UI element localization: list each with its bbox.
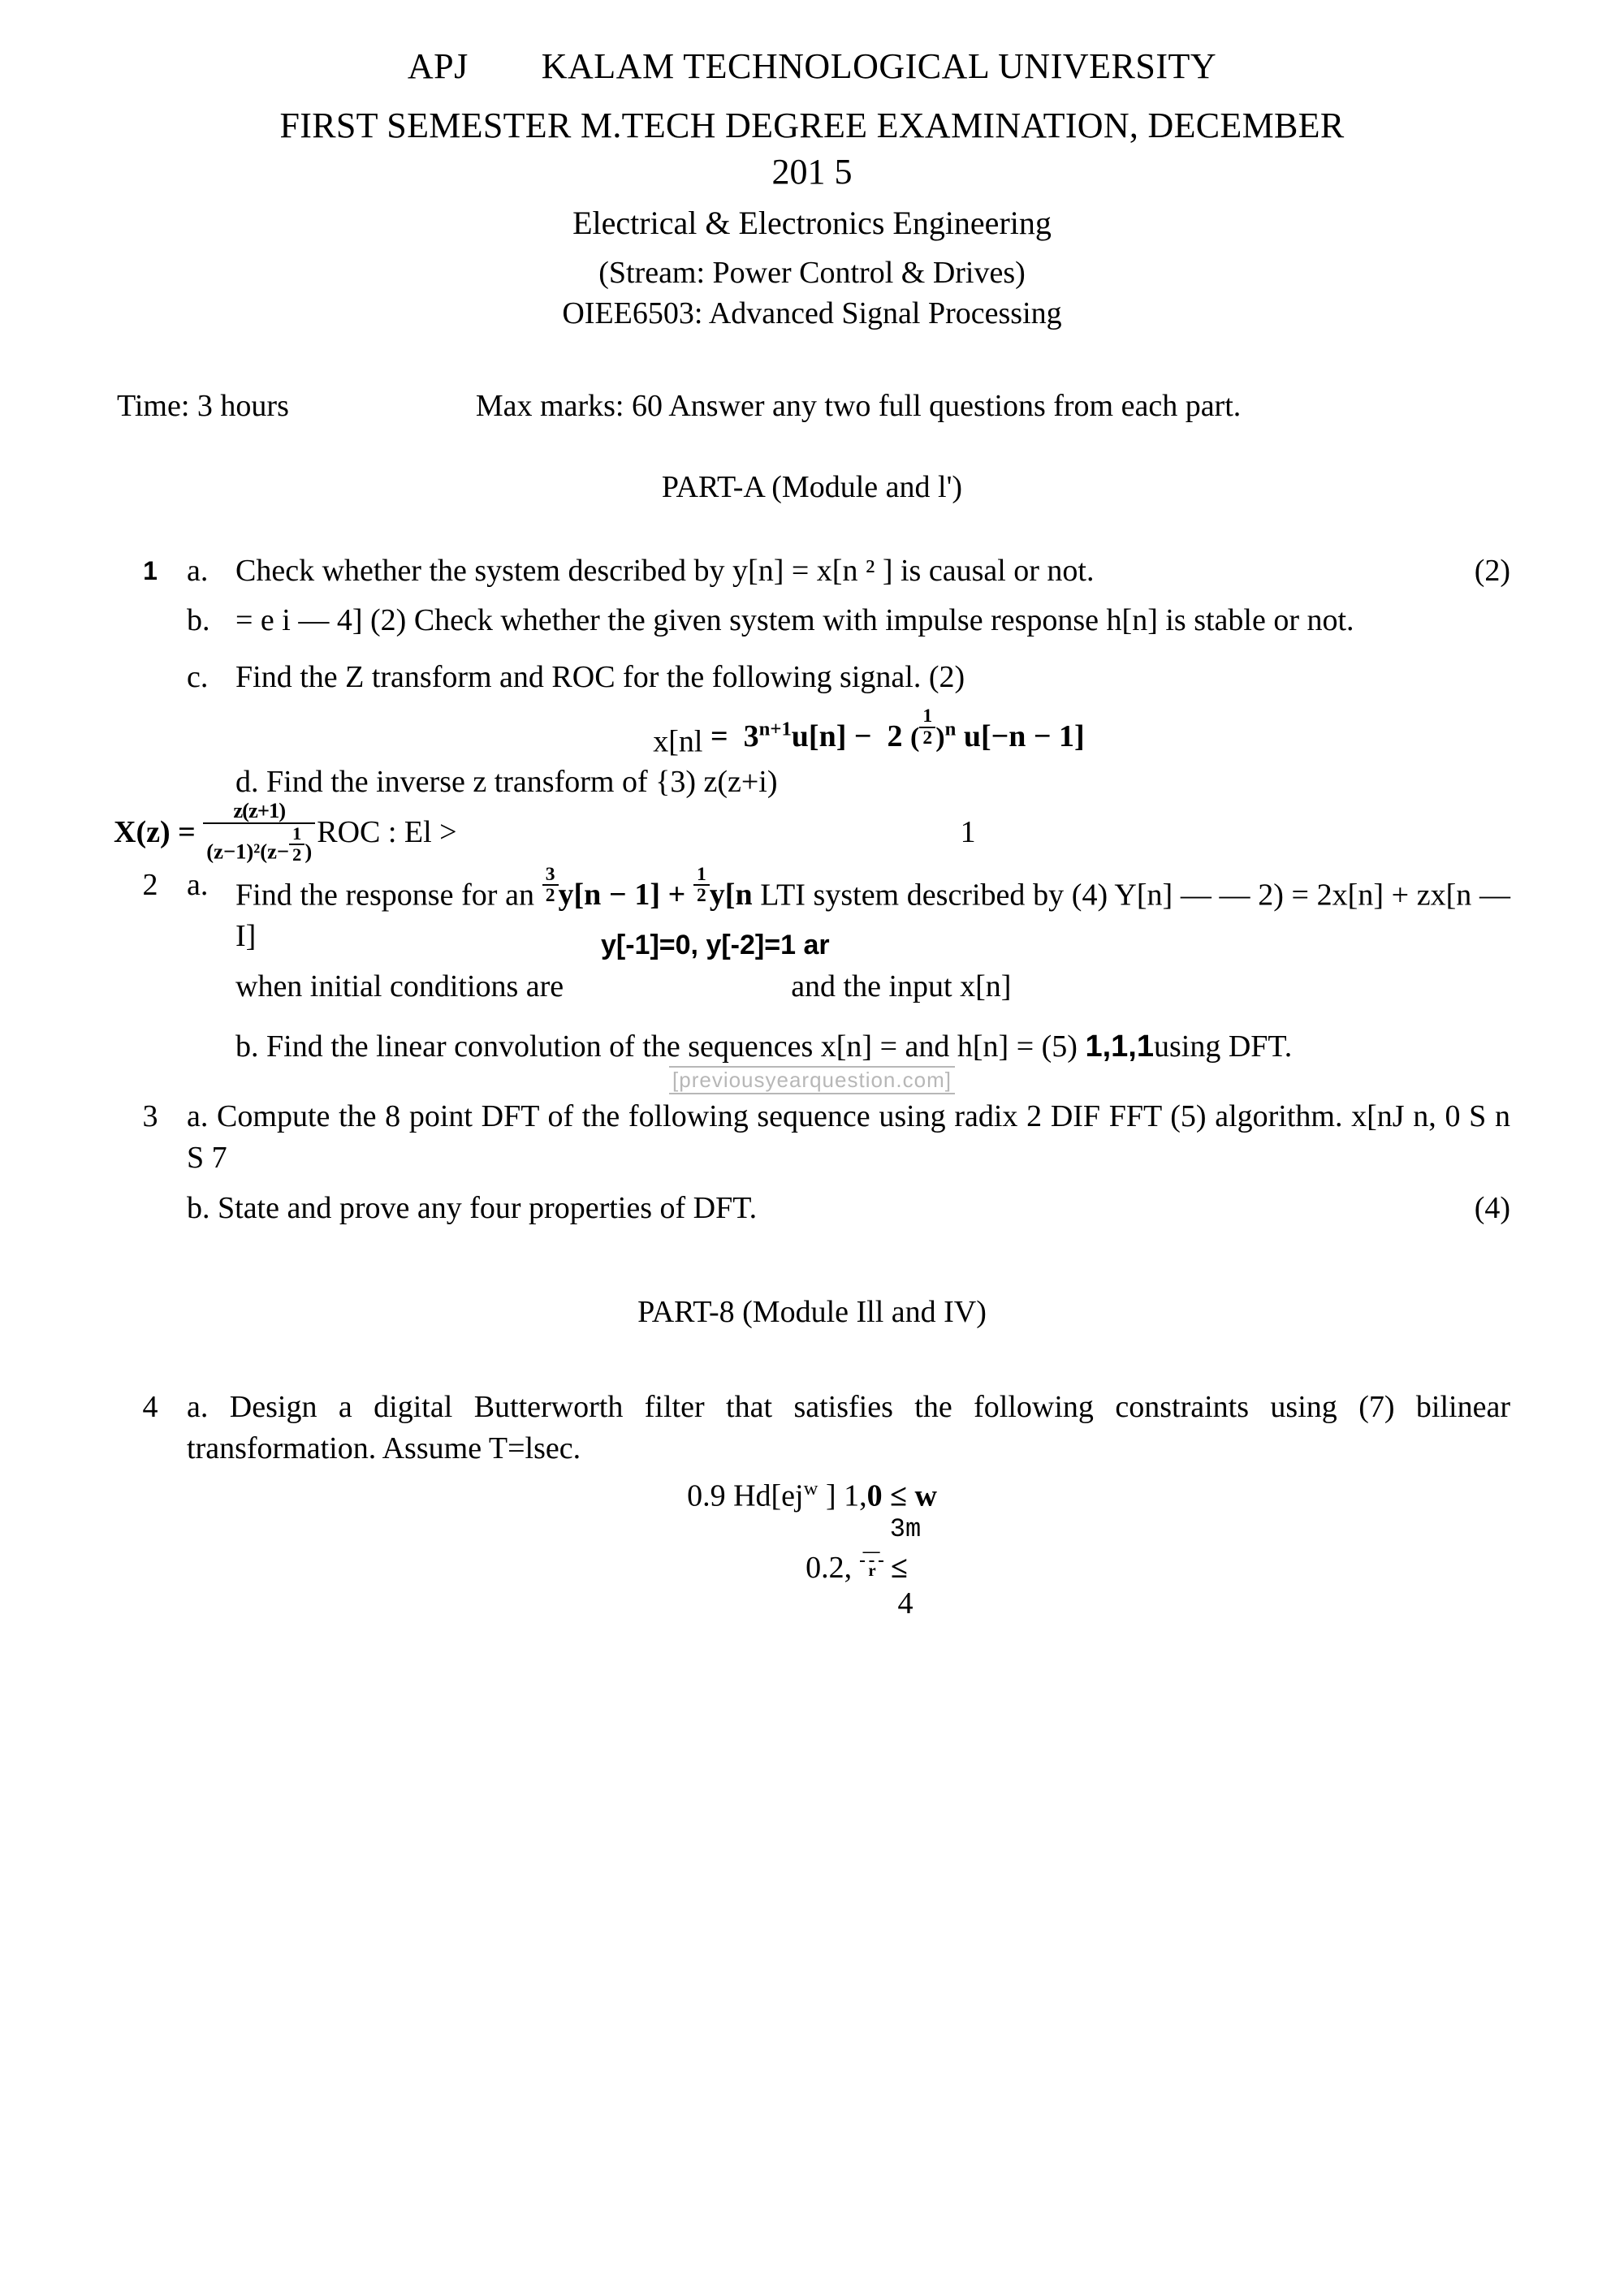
q4-eq1-sup: w	[804, 1478, 818, 1500]
q4-eq1-bold: 0 ≤ w	[867, 1479, 937, 1513]
q3-b-marks: (4)	[1453, 1188, 1510, 1229]
q1-b-letter: b.	[187, 600, 235, 641]
q4-eq1-post: ] 1,	[818, 1479, 866, 1513]
q4-eq2: 0.2, —r ≤	[114, 1543, 1510, 1586]
univ-left: APJ	[408, 45, 469, 87]
q3-b-text: b. State and prove any four properties o…	[187, 1188, 1453, 1229]
q4-eq-3m: 3m	[114, 1514, 1510, 1544]
q1-d-line: d. Find the inverse z transform of {3) z…	[114, 764, 1510, 800]
literal-one: 1	[961, 814, 976, 850]
q2-number: 2	[114, 865, 187, 958]
time-text: Time: 3 hours	[117, 388, 289, 424]
q3-a-text: a. Compute the 8 point DFT of the follow…	[187, 1096, 1510, 1180]
exam-header: APJ KALAM TECHNOLOGICAL UNIVERSITY FIRST…	[114, 45, 1510, 331]
marks-text: Max marks: 60 Answer any two full questi…	[476, 388, 1241, 424]
q3-b-row: b. State and prove any four properties o…	[114, 1188, 1510, 1229]
q1-c-equation: x[nl = 3n+1u[n] − 2 (12)n u[−n − 1]	[114, 706, 1510, 759]
q4-a-text: a. Design a digital Butterworth filter t…	[187, 1387, 1510, 1470]
q2-a-letter: a.	[187, 865, 235, 958]
q2-a-body: Find the response for an 32y[n − 1] + 12…	[235, 865, 1510, 958]
course-code: OIEE6503: Advanced Signal Processing	[114, 296, 1510, 331]
literal-four: 4	[898, 1586, 914, 1621]
q1-number: 1	[114, 550, 187, 592]
q4-eq2-frac: —r ≤	[860, 1551, 908, 1585]
q2-a-pre: Find the response for an	[235, 878, 542, 912]
exam-year: 201 5	[114, 151, 1510, 192]
q3-number: 3	[114, 1096, 187, 1180]
part-b-heading: PART-8 (Module Ill and IV)	[114, 1294, 1510, 1330]
department: Electrical & Electronics Engineering	[114, 204, 1510, 242]
q1-a-marks: (2)	[1453, 550, 1510, 592]
time-marks-row: Time: 3 hours Max marks: 60 Answer any t…	[114, 388, 1510, 424]
q1-b-row: b. = e i — 4] (2) Check whether the give…	[114, 600, 1510, 641]
q1-c-letter: c.	[187, 657, 235, 698]
q2-b-row: b. Find the linear convolution of the se…	[114, 1026, 1510, 1068]
q3-a-row: 3 a. Compute the 8 point DFT of the foll…	[114, 1096, 1510, 1180]
university-line: APJ KALAM TECHNOLOGICAL UNIVERSITY	[114, 45, 1510, 87]
q4-number: 4	[114, 1387, 187, 1470]
xz-eq: X(z) = z(z+1) (z−1)²(z−12)	[114, 800, 315, 864]
eq-lhs: x[nl	[653, 724, 702, 758]
eq-rhs: = 3n+1u[n] − 2 (12)n u[−n − 1]	[710, 719, 1085, 753]
q1-a-letter: a.	[187, 550, 235, 592]
q2-b-pre: b. Find the linear convolution of the se…	[235, 1029, 1085, 1064]
q2-b-body: b. Find the linear convolution of the se…	[235, 1026, 1510, 1068]
q2-b-post: using DFT.	[1154, 1029, 1292, 1064]
exam-title: FIRST SEMESTER M.TECH DEGREE EXAMINATION…	[114, 105, 1510, 146]
part-a-heading: PART-A (Module and l')	[114, 469, 1510, 505]
q1-b-text: = e i — 4] (2) Check whether the given s…	[235, 600, 1510, 641]
q1-a-row: 1 a. Check whether the system described …	[114, 550, 1510, 592]
q1-a-text: Check whether the system described by y[…	[235, 550, 1453, 592]
q4-eq2-pre: 0.2,	[806, 1551, 860, 1585]
q2-a-eq: 32y[n − 1] + 12y[n	[542, 878, 761, 912]
stream: (Stream: Power Control & Drives)	[114, 255, 1510, 291]
roc-text: ROC : El >	[317, 814, 456, 850]
q1-c-text: Find the Z transform and ROC for the fol…	[235, 657, 1510, 698]
three-m: 3m	[890, 1514, 921, 1544]
q2-cond-row: when initial conditions are and the inpu…	[114, 966, 1510, 1008]
q1-d-equation-row: X(z) = z(z+1) (z−1)²(z−12) ROC : El > 1	[114, 800, 1510, 864]
q4-eq1-pre: 0.9 Hd[ej	[687, 1479, 804, 1513]
q2-b-bold: 1,1,1	[1085, 1029, 1154, 1064]
q4-a-row: 4 a. Design a digital Butterworth filter…	[114, 1387, 1510, 1470]
q4-eq1: 0.9 Hd[ejw ] 1,0 ≤ w	[114, 1478, 1510, 1514]
q2-cond-right: and the input x[n]	[791, 966, 1011, 1008]
univ-right: KALAM TECHNOLOGICAL UNIVERSITY	[542, 45, 1216, 87]
watermark-text: [previousyearquestion.com]	[669, 1066, 955, 1094]
q4-eq-4: 4	[114, 1586, 1510, 1621]
q1-c-row: c. Find the Z transform and ROC for the …	[114, 657, 1510, 698]
q2-cond-left: when initial conditions are	[235, 966, 564, 1008]
watermark-row: [previousyearquestion.com]	[114, 1066, 1510, 1094]
